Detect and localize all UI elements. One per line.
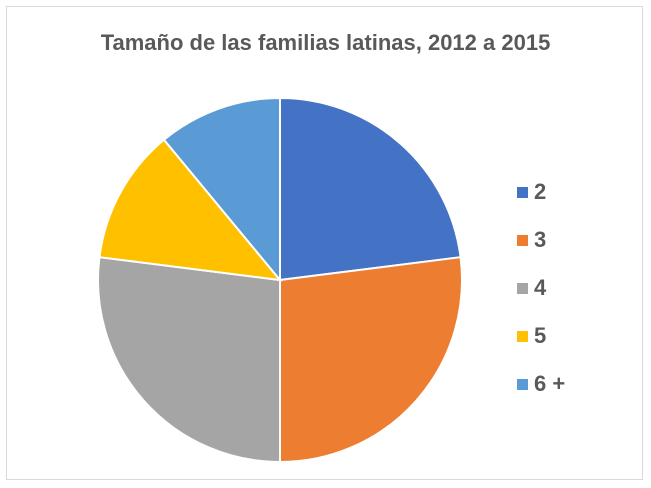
pie-slice-5 [98, 138, 283, 282]
pie-slice-3 [279, 256, 463, 464]
legend-label: 5 [534, 323, 547, 348]
legend-label: 2 [534, 179, 547, 204]
pie-slice-4 [97, 256, 281, 464]
legend-swatch [517, 330, 528, 342]
legend-item: 2 [517, 176, 565, 208]
pie-slice-2 [279, 96, 462, 282]
legend-swatch [517, 234, 528, 246]
legend-label: 4 [534, 275, 547, 300]
legend-swatch [517, 378, 528, 390]
legend-item: 3 [517, 224, 565, 256]
legend: 2 3 4 5 6 + [517, 176, 565, 416]
legend-swatch [517, 186, 528, 198]
legend-label: 3 [534, 227, 547, 252]
legend-label: 6 + [534, 371, 566, 396]
legend-item: 4 [517, 272, 565, 304]
pie-slice-6 [162, 96, 281, 283]
legend-swatch [517, 282, 528, 294]
chart-title: Tamaño de las familias latinas, 2012 a 2… [100, 30, 551, 55]
legend-item: 5 [517, 320, 565, 352]
legend-item: 6 + [517, 368, 565, 400]
